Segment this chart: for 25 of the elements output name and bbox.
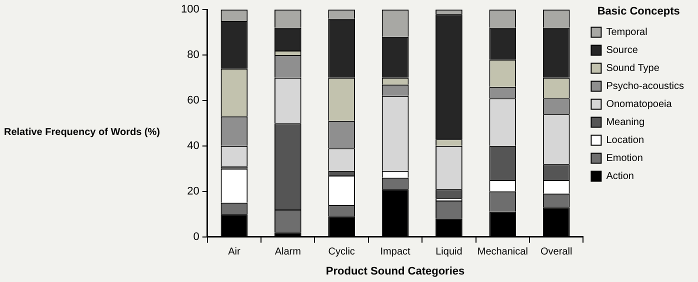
y-tick-label: 60 — [187, 94, 200, 107]
x-tick-label: Liquid — [436, 246, 462, 258]
y-tick-label: 0 — [193, 230, 200, 243]
x-tick-label: Cyclic — [328, 246, 355, 258]
x-tick-label: Alarm — [274, 246, 301, 258]
y-tick-label: 40 — [187, 140, 200, 152]
y-tick-label: 20 — [187, 185, 200, 198]
y-tick-label: 80 — [187, 49, 200, 62]
legend-label: Temporal — [606, 26, 648, 38]
legend-label: Source — [606, 44, 638, 56]
legend-title: Basic Concepts — [597, 6, 680, 18]
legend-label: Psycho-acoustics — [606, 80, 684, 92]
x-tick-label: Air — [228, 246, 241, 258]
x-tick-label: Overall — [540, 246, 572, 258]
legend-label: Sound Type — [606, 62, 660, 74]
x-axis-title: Product Sound Categories — [326, 265, 465, 278]
legend-label: Meaning — [606, 116, 645, 128]
legend-label: Emotion — [606, 152, 643, 164]
x-tick-label: Mechanical — [477, 246, 528, 258]
legend-label: Action — [606, 170, 634, 182]
x-tick-label: Impact — [380, 246, 410, 258]
y-tick-label: 100 — [180, 4, 200, 16]
legend-label: Onomatopoeia — [606, 98, 672, 110]
y-axis-title: Relative Frequency of Words (%) — [4, 127, 160, 138]
legend-label: Location — [606, 134, 644, 146]
